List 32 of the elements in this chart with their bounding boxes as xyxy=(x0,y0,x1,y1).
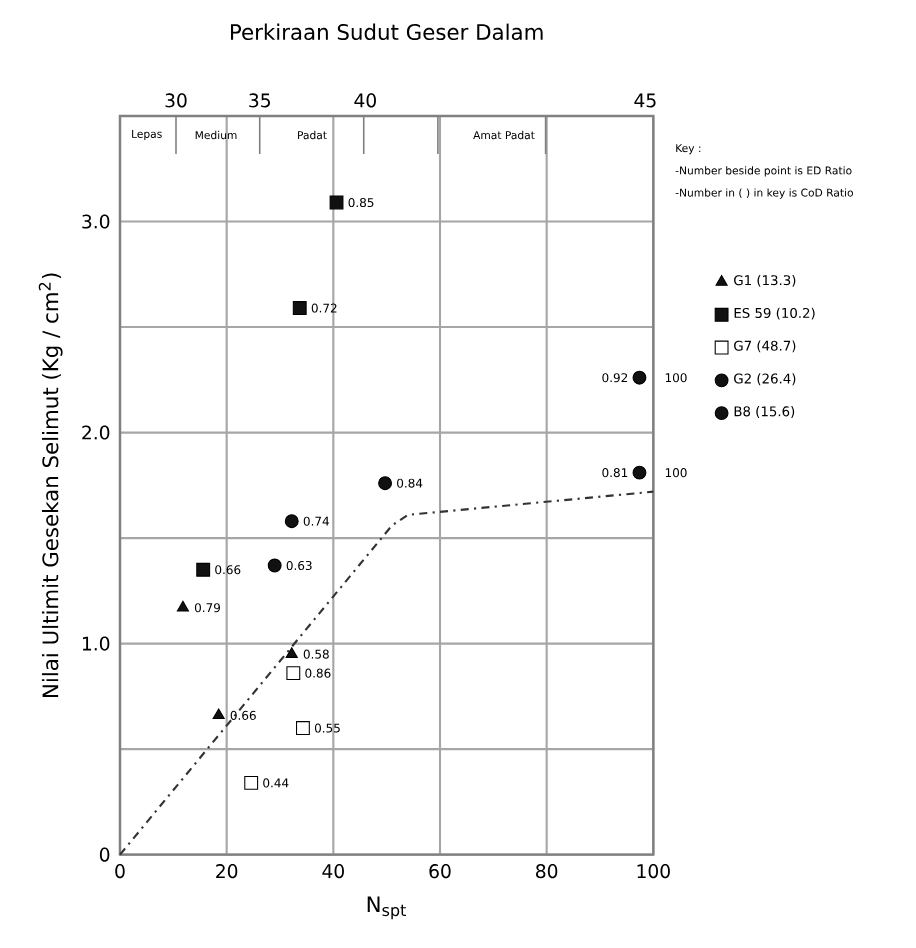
point xyxy=(295,721,310,735)
point xyxy=(632,465,647,480)
text: 40 xyxy=(354,93,376,108)
y-tick-label: 3.0 xyxy=(82,214,110,229)
point xyxy=(196,562,211,577)
x-tick-label: 20 xyxy=(216,864,238,879)
y-tick-label: 2.0 xyxy=(82,425,110,440)
text: 45 xyxy=(634,93,656,108)
x2-axis-title: Perkiraan Sudut Geser Dalam xyxy=(231,23,543,41)
point xyxy=(284,514,299,529)
point xyxy=(632,370,647,385)
text: 35 xyxy=(249,93,270,108)
point xyxy=(329,195,344,210)
x-tick-label: 0 xyxy=(115,864,125,879)
x-axis-title: N$_{spt}$ xyxy=(367,896,406,920)
point xyxy=(244,775,259,790)
point xyxy=(292,301,307,315)
point xyxy=(212,708,225,720)
y-tick-label: 0 xyxy=(99,847,110,862)
point xyxy=(267,558,282,573)
point xyxy=(286,666,301,681)
x-tick-label: 40 xyxy=(322,864,344,879)
point xyxy=(176,600,190,612)
point xyxy=(285,647,298,658)
text: 30 xyxy=(165,93,187,108)
y-tick-label: 1.0 xyxy=(82,636,110,651)
x-tick-label: 100 xyxy=(637,864,670,879)
x-tick-label: 80 xyxy=(536,864,558,879)
point xyxy=(378,476,393,491)
y-axis-title: Nilai Ultimit Gesekan Selimut (Kg / cm$^{2}$) xyxy=(38,273,63,697)
x-tick-label: 60 xyxy=(429,864,451,879)
line-series xyxy=(118,490,655,856)
